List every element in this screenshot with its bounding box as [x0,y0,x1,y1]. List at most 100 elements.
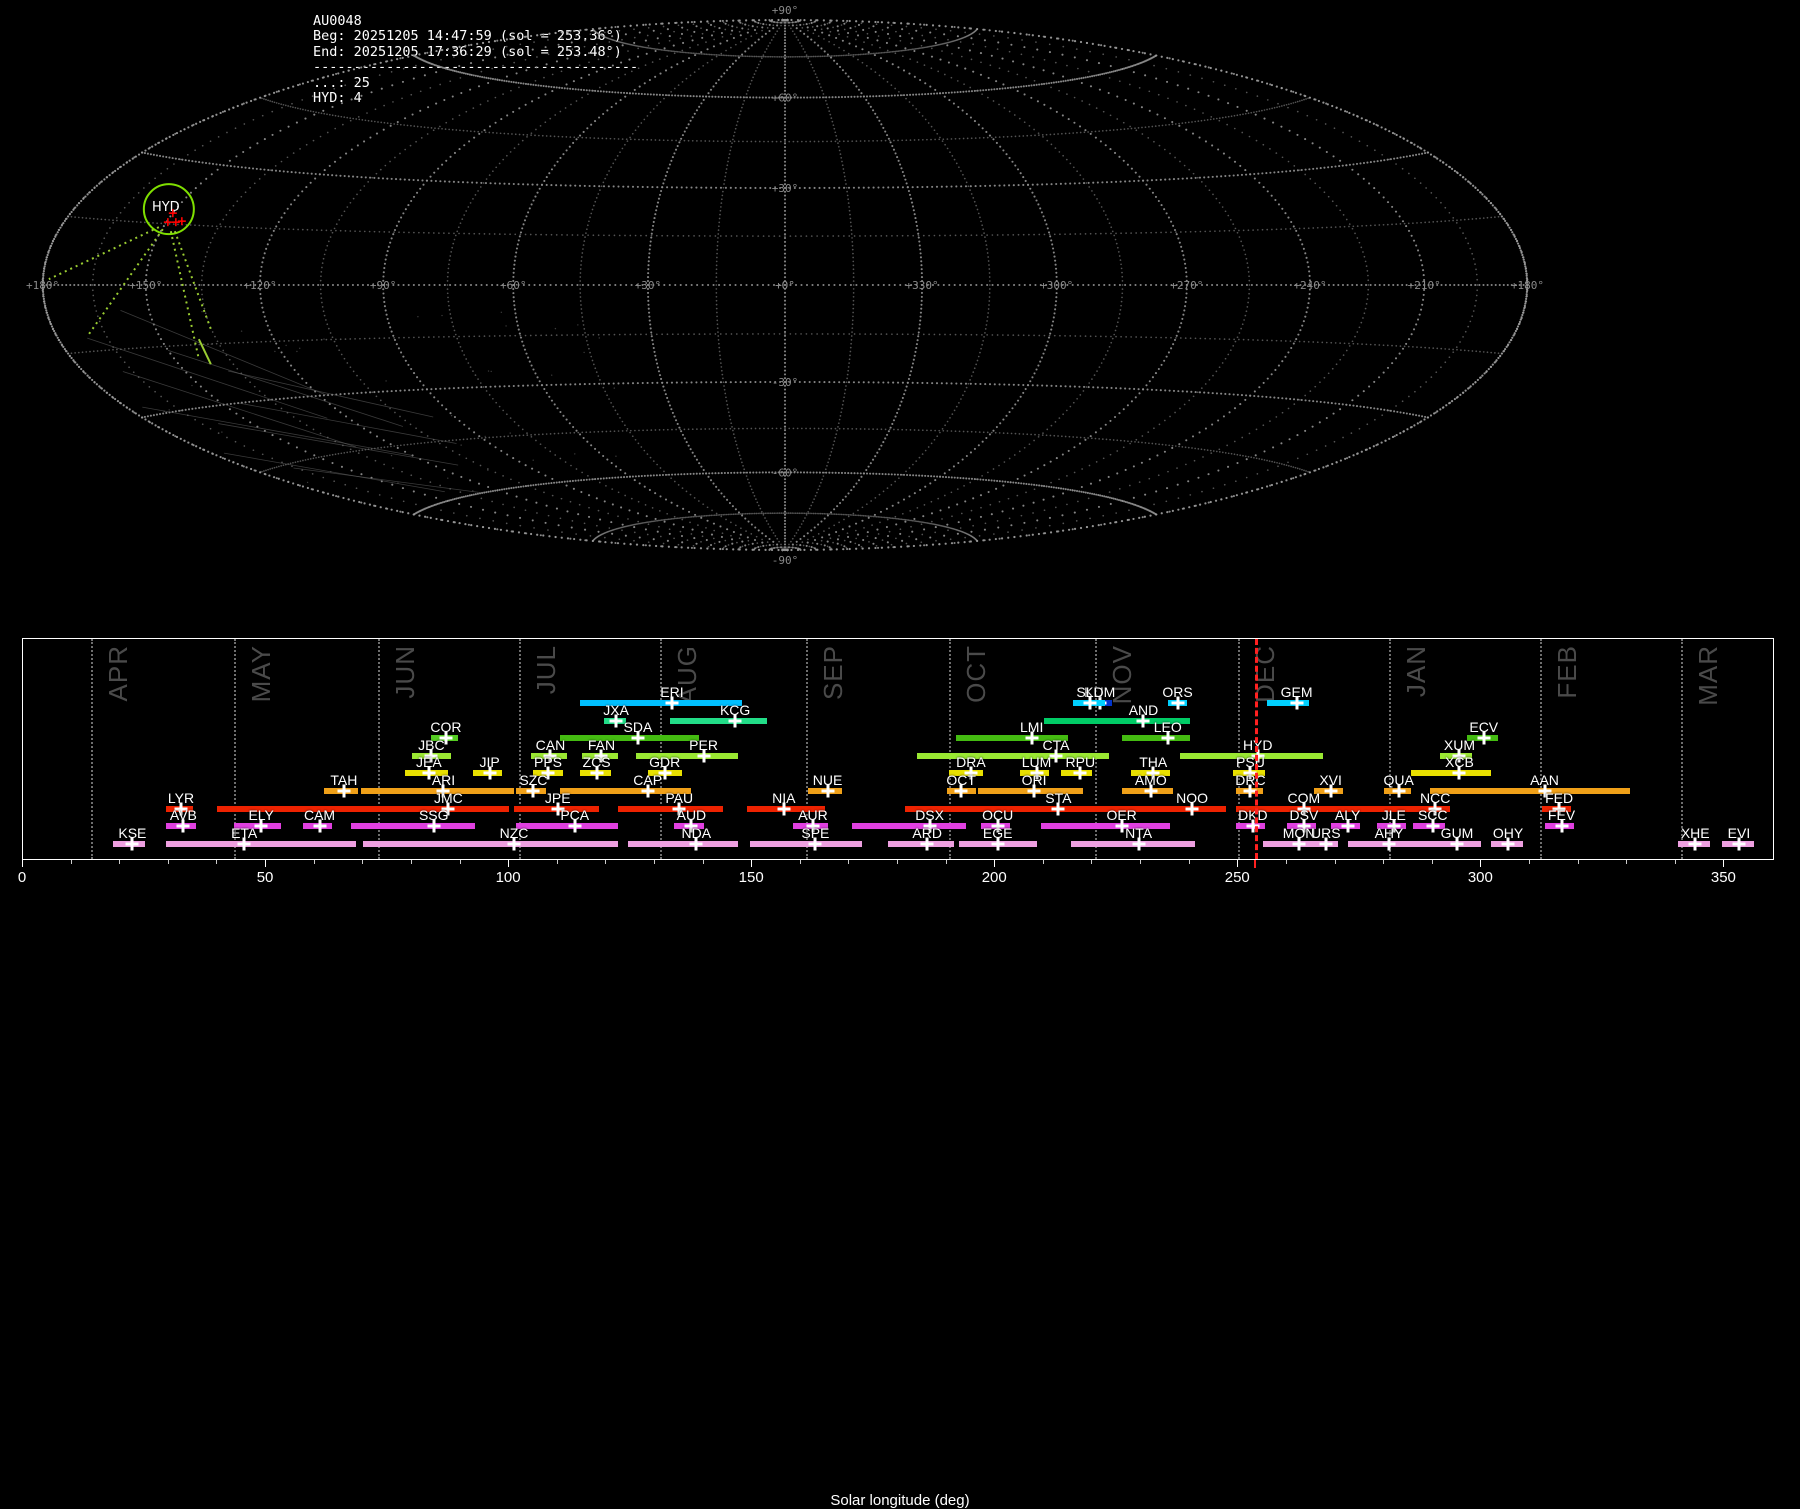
axis-tick-50 [265,860,266,867]
month-label-may: MAY [246,645,277,702]
shower-peak-marker-nia [777,802,790,815]
axis-tick-label-100: 100 [496,869,521,886]
month-label-jul: JUL [531,645,562,694]
shower-peak-marker-urs [1319,837,1332,850]
shower-bar-spe[interactable] [750,841,862,847]
axis-minor-tick [1043,860,1044,864]
axis-minor-tick [1383,860,1384,864]
shower-peak-marker-eta [238,837,251,850]
shower-peak-marker-ahy [1382,837,1395,850]
axis-minor-tick [460,860,461,864]
shower-peak-marker-ecv [1477,732,1490,745]
month-label-feb: FEB [1552,645,1583,699]
axis-tick-label-150: 150 [739,869,764,886]
shower-peak-marker-zcs [590,767,603,780]
axis-minor-tick [1091,860,1092,864]
sky-radiant-map[interactable]: +180°+150°+120°+90°+60°+30°+0°+330°+300°… [0,0,1800,630]
shower-peak-marker-aly [1341,820,1354,833]
axis-minor-tick [168,860,169,864]
axis-minor-tick [1140,860,1141,864]
axis-minor-tick [314,860,315,864]
shower-peak-marker-gum [1451,837,1464,850]
sky-map-svg: +180°+150°+120°+90°+60°+30°+0°+330°+300°… [0,0,1800,630]
shower-peak-marker-jip [483,767,496,780]
shower-peak-marker-nue [821,785,834,798]
shower-bar-aan[interactable] [1430,788,1629,794]
month-label-jan: JAN [1401,645,1432,697]
shower-bar-leo[interactable] [1122,735,1190,741]
month-label-oct: OCT [961,645,992,703]
shower-bar-sta[interactable] [905,806,1180,812]
axis-tick-label-250: 250 [1225,869,1250,886]
shower-bar-nzc[interactable] [363,841,618,847]
axis-minor-tick [1286,860,1287,864]
axis-tick-350 [1723,860,1724,867]
shower-peak-marker-ohy [1502,837,1515,850]
shower-peak-marker-kcg [729,714,742,727]
current-solar-longitude-marker [1255,639,1258,859]
shower-peak-marker-ori [1028,785,1041,798]
month-label-sep: SEP [818,645,849,700]
shower-peak-marker-cap [641,785,654,798]
axis-minor-tick [703,860,704,864]
timeline-plot-area: APRMAYJUNJULAUGSEPOCTNOVDECJANFEBMAR ERI… [22,638,1774,860]
shower-peak-marker-noo [1186,802,1199,815]
axis-minor-tick [1335,860,1336,864]
shower-peak-marker-leo [1161,732,1174,745]
month-label-jun: JUN [390,645,421,699]
shower-peak-marker-xvi [1324,785,1337,798]
shower-peak-marker-eri [665,697,678,710]
shower-bar-nda[interactable] [628,841,737,847]
shower-peak-marker-rpu [1074,767,1087,780]
shower-peak-marker-lmi [1025,732,1038,745]
month-label-mar: MAR [1693,645,1724,706]
axis-minor-tick [654,860,655,864]
shower-peak-marker-xcb [1453,767,1466,780]
shower-peak-marker-sda [631,732,644,745]
shower-peak-marker-nda [690,837,703,850]
shower-peak-marker-pca [568,820,581,833]
axis-minor-tick [411,860,412,864]
month-gridline-feb [1540,639,1542,859]
axis-minor-tick [362,860,363,864]
axis-minor-tick [946,860,947,864]
axis-tick-label-50: 50 [257,869,274,886]
shower-peak-marker-sld [1084,697,1097,710]
shower-bar-xcb[interactable] [1411,770,1491,776]
x-axis-label: Solar longitude (deg) [0,1492,1800,1509]
shower-peak-marker-ssg [427,820,440,833]
axis-tick-0 [22,860,23,867]
shower-peak-marker-per [697,749,710,762]
shower-bar-dsx[interactable] [852,823,966,829]
shower-peak-marker-gem [1290,697,1303,710]
shower-bar-pau[interactable] [618,806,723,812]
axis-minor-tick [1529,860,1530,864]
shower-peak-marker-ors [1171,697,1184,710]
axis-minor-tick [1626,860,1627,864]
shower-peak-marker-jxa [610,714,623,727]
shower-peak-marker-oct [955,785,968,798]
solar-longitude-axis: 050100150200250300350 [22,860,1774,900]
shower-bar-sda[interactable] [560,735,699,741]
month-gridline-apr [91,639,93,859]
axis-now-tick [1254,860,1256,868]
month-label-apr: APR [103,645,134,701]
shower-peak-marker-ege [991,837,1004,850]
axis-tick-300 [1480,860,1481,867]
shower-activity-timeline[interactable]: APRMAYJUNJULAUGSEPOCTNOVDECJANFEBMAR ERI… [0,630,1800,900]
axis-tick-250 [1237,860,1238,867]
axis-minor-tick [119,860,120,864]
shower-bar-ssg[interactable] [351,823,475,829]
axis-minor-tick [1189,860,1190,864]
shower-peak-marker-fev [1555,820,1568,833]
shower-peak-marker-tah [337,785,350,798]
axis-tick-label-200: 200 [982,869,1007,886]
shower-bar-eta[interactable] [166,841,356,847]
axis-minor-tick [848,860,849,864]
shower-peak-marker-cam [313,820,326,833]
axis-minor-tick [800,860,801,864]
shower-peak-marker-sta [1052,802,1065,815]
shower-peak-marker-nta [1132,837,1145,850]
shower-bar-kcg[interactable] [670,718,767,724]
axis-tick-label-300: 300 [1468,869,1493,886]
